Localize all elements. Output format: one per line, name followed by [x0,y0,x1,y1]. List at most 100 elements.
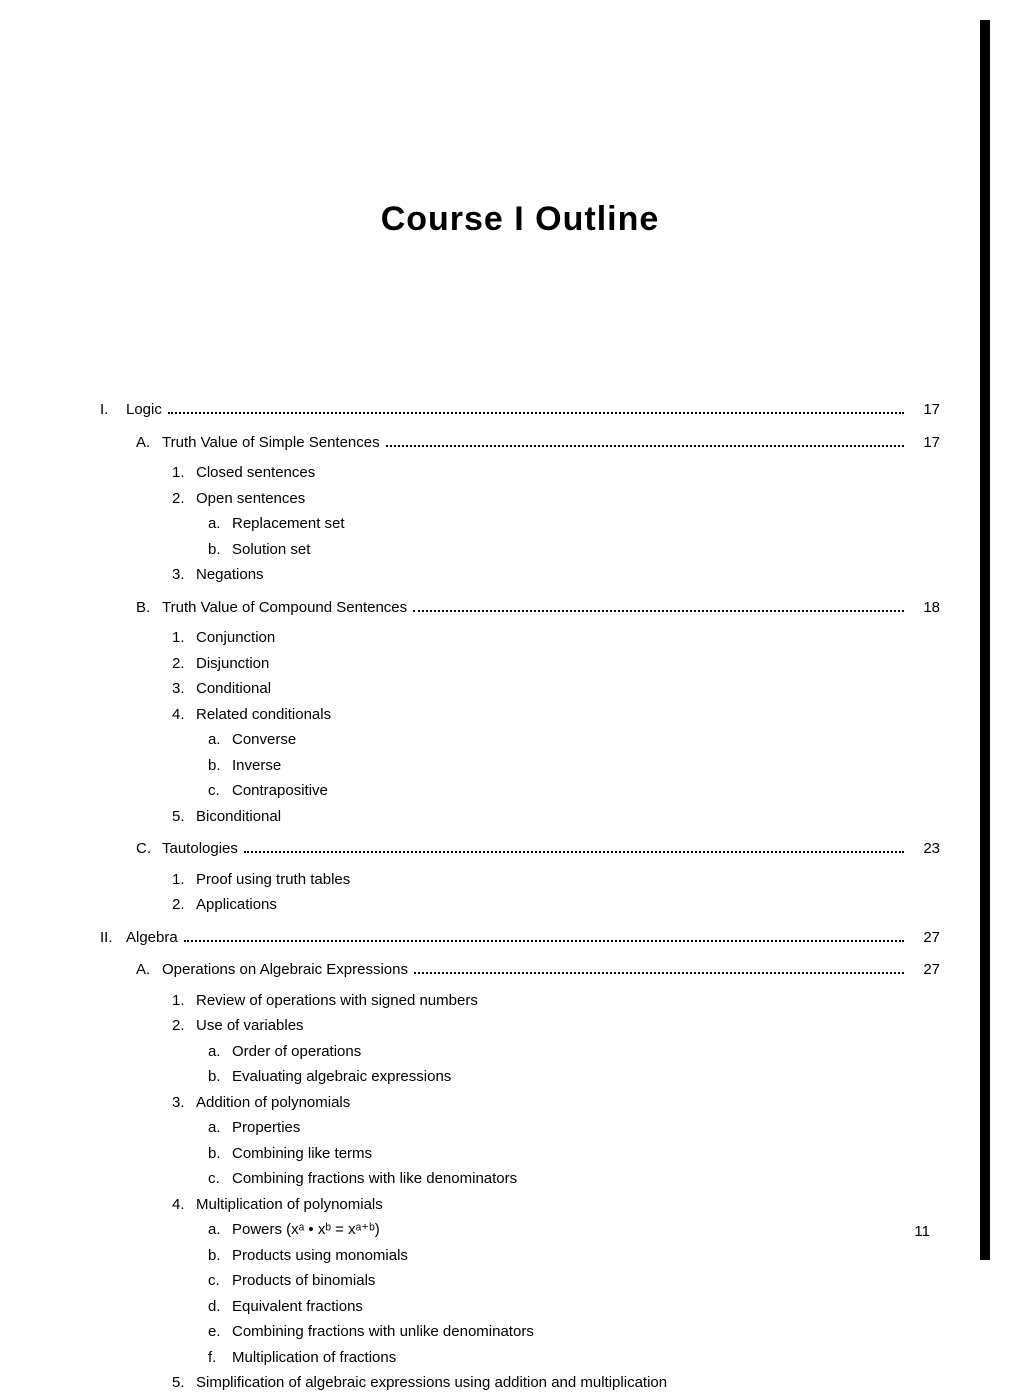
subitem-letter: a. [208,729,232,752]
item-number: 1. [172,627,196,650]
item-number: 3. [172,564,196,587]
subitem-label: Combining like terms [232,1143,372,1166]
subsection-number: A. [136,432,162,455]
section-number: II. [100,927,126,950]
toc-subitem: a. Order of operations [208,1041,940,1064]
toc-subitem: c. Contrapositive [208,780,940,803]
subsection-number: C. [136,838,162,861]
item-label: Applications [196,894,277,917]
subitem-label: Multiplication of fractions [232,1347,396,1370]
subitem-letter: b. [208,1143,232,1166]
subsection-page: 18 [910,597,940,620]
subitem-letter: c. [208,780,232,803]
subitem-letter: c. [208,1270,232,1293]
toc-item: 1. Closed sentences [172,462,940,485]
item-label: Conditional [196,678,271,701]
item-number: 5. [172,1372,196,1395]
subitem-label: Products using monomials [232,1245,408,1268]
subitem-label: Inverse [232,755,281,778]
item-label: Disjunction [196,653,269,676]
subsection-page: 27 [910,959,940,982]
toc-subitem: a. Powers (xᵃ • xᵇ = xᵃ⁺ᵇ) [208,1219,940,1242]
subitem-letter: a. [208,1219,232,1242]
page-title: Course I Outline [100,200,940,239]
item-number: 2. [172,894,196,917]
section-label: Algebra [126,927,178,950]
item-number: 1. [172,462,196,485]
subitem-letter: c. [208,1168,232,1191]
toc-item: 3. Conditional [172,678,940,701]
toc-item: 3. Negations [172,564,940,587]
section-page: 27 [910,927,940,950]
page-number: 11 [914,1223,930,1240]
leader-dots [184,940,904,942]
toc-subitem: a. Converse [208,729,940,752]
toc-subsection: A. Truth Value of Simple Sentences 17 [136,432,940,455]
toc-item: 5. Biconditional [172,806,940,829]
item-label: Conjunction [196,627,275,650]
toc-item: 3. Addition of polynomials [172,1092,940,1115]
toc-subitem: d. Equivalent fractions [208,1296,940,1319]
scan-edge [980,20,990,1260]
toc-subitem: f. Multiplication of fractions [208,1347,940,1370]
toc-section: I. Logic 17 [100,399,940,422]
toc-item: 5. Simplification of algebraic expressio… [172,1372,940,1395]
subitem-label: Converse [232,729,296,752]
item-label: Closed sentences [196,462,315,485]
toc-item: 1. Conjunction [172,627,940,650]
subitem-label: Products of binomials [232,1270,375,1293]
toc-subitem: b. Combining like terms [208,1143,940,1166]
subitem-label: Equivalent fractions [232,1296,363,1319]
subitem-letter: d. [208,1296,232,1319]
subitem-label: Solution set [232,539,310,562]
subsection-number: B. [136,597,162,620]
item-number: 3. [172,678,196,701]
toc-subsection: C. Tautologies 23 [136,838,940,861]
item-number: 2. [172,488,196,511]
toc-subitem: c. Combining fractions with like denomin… [208,1168,940,1191]
subitem-label: Combining fractions with unlike denomina… [232,1321,534,1344]
item-label: Use of variables [196,1015,304,1038]
toc-item: 2. Use of variables [172,1015,940,1038]
subitem-letter: b. [208,755,232,778]
toc-subitem: b. Inverse [208,755,940,778]
toc-subitem: b. Solution set [208,539,940,562]
subsection-page: 23 [910,838,940,861]
section-label: Logic [126,399,162,422]
toc-subitem: b. Evaluating algebraic expressions [208,1066,940,1089]
toc-subitem: a. Replacement set [208,513,940,536]
item-number: 2. [172,1015,196,1038]
toc-item: 2. Applications [172,894,940,917]
section-number: I. [100,399,126,422]
toc-subitem: b. Products using monomials [208,1245,940,1268]
outline-content: I. Logic 17 A. Truth Value of Simple Sen… [100,399,940,1395]
item-label: Related conditionals [196,704,331,727]
item-number: 4. [172,1194,196,1217]
toc-subitem: c. Products of binomials [208,1270,940,1293]
subsection-label: Operations on Algebraic Expressions [162,959,408,982]
subitem-label: Order of operations [232,1041,361,1064]
item-label: Biconditional [196,806,281,829]
subsection-label: Truth Value of Compound Sentences [162,597,407,620]
toc-subitem: e. Combining fractions with unlike denom… [208,1321,940,1344]
subitem-letter: e. [208,1321,232,1344]
toc-section: II. Algebra 27 [100,927,940,950]
subitem-label: Contrapositive [232,780,328,803]
subsection-label: Tautologies [162,838,238,861]
item-number: 1. [172,990,196,1013]
toc-item: 1. Proof using truth tables [172,869,940,892]
subsection-label: Truth Value of Simple Sentences [162,432,380,455]
subsection-number: A. [136,959,162,982]
subitem-label: Properties [232,1117,300,1140]
toc-item: 4. Multiplication of polynomials [172,1194,940,1217]
item-label: Negations [196,564,264,587]
subitem-letter: b. [208,539,232,562]
subitem-label: Replacement set [232,513,345,536]
subitem-letter: b. [208,1066,232,1089]
leader-dots [244,851,904,853]
leader-dots [386,445,904,447]
item-label: Open sentences [196,488,305,511]
toc-subsection: A. Operations on Algebraic Expressions 2… [136,959,940,982]
subitem-letter: b. [208,1245,232,1268]
subitem-label: Evaluating algebraic expressions [232,1066,451,1089]
